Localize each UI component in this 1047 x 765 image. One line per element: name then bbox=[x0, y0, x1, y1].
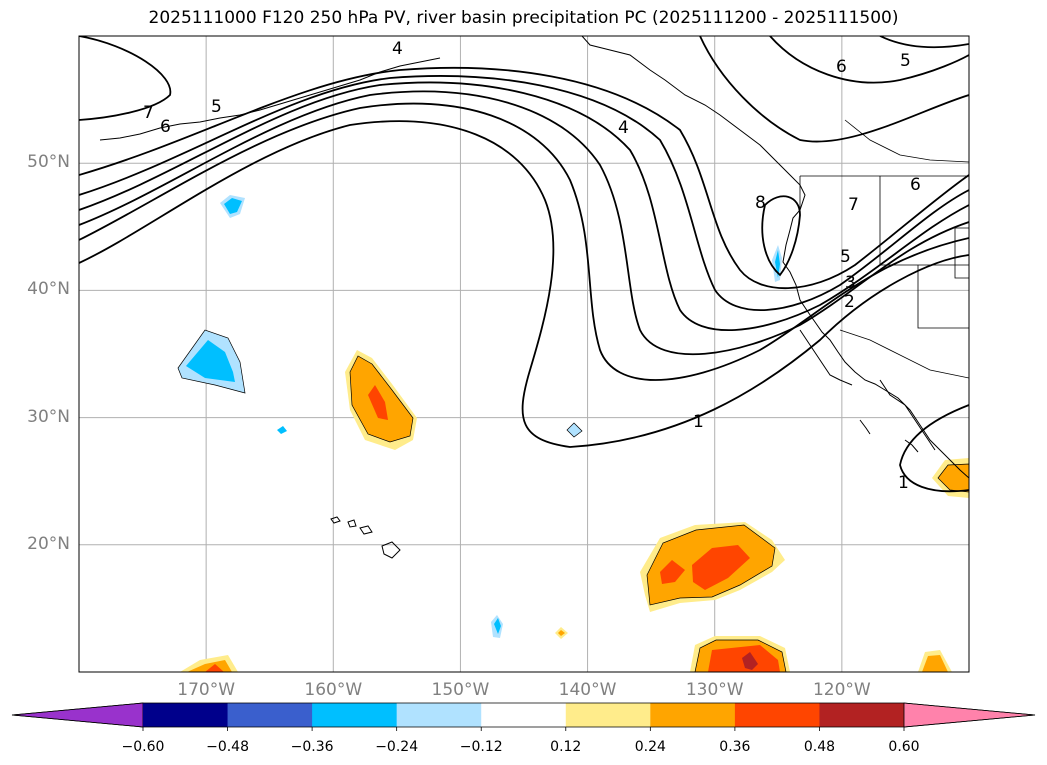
colorbar-tick-label: −0.36 bbox=[290, 739, 334, 755]
contour-label: 6 bbox=[160, 117, 171, 137]
lat-tick-label: 40°N bbox=[27, 279, 70, 300]
contour-label: 7 bbox=[143, 103, 154, 123]
colorbar-tick-label: −0.24 bbox=[375, 739, 419, 755]
contour-label: 3 bbox=[845, 273, 856, 293]
pv-contour bbox=[79, 66, 969, 290]
contour-label: 5 bbox=[900, 51, 911, 71]
colorbar-swatch bbox=[396, 703, 482, 727]
pv-contour bbox=[879, 36, 969, 49]
colorbar-swatch bbox=[565, 703, 651, 727]
colorbar-swatch bbox=[227, 703, 313, 727]
colorbar-swatch bbox=[734, 703, 820, 727]
colorbar-tick-label: 0.24 bbox=[634, 739, 666, 755]
colorbar-swatch bbox=[143, 703, 229, 727]
colorbar-swatch bbox=[650, 703, 736, 727]
colorbar-tick-label: −0.60 bbox=[121, 739, 165, 755]
contour-label: 6 bbox=[910, 175, 921, 195]
colorbar-tick-label: −0.12 bbox=[459, 739, 503, 755]
lat-tick-label: 20°N bbox=[27, 533, 70, 554]
contour-label: 4 bbox=[618, 118, 629, 138]
map-frame bbox=[78, 35, 970, 673]
pv-contour bbox=[79, 120, 969, 448]
lat-tick-label: 30°N bbox=[27, 406, 70, 427]
colorbar-swatch bbox=[819, 703, 905, 727]
pv-contour bbox=[79, 36, 172, 121]
colorbar-tick-label: 0.36 bbox=[719, 739, 751, 755]
colorbar-tick-label: 0.60 bbox=[888, 739, 920, 755]
negative-precip-region bbox=[566, 422, 583, 438]
colorbar-swatch bbox=[481, 703, 567, 727]
contour-label: 4 bbox=[392, 39, 403, 59]
pv-contour bbox=[79, 75, 969, 312]
contour-label: 1 bbox=[898, 473, 909, 493]
coastlines bbox=[99, 36, 969, 559]
lon-tick-label: 150°W bbox=[431, 680, 490, 700]
hawaii-island bbox=[381, 541, 401, 559]
contour-label: 5 bbox=[840, 247, 851, 267]
pv-contours bbox=[79, 36, 969, 493]
contour-label: 5 bbox=[211, 97, 222, 117]
pv-contour bbox=[699, 36, 969, 143]
map-title: 2025111000 F120 250 hPa PV, river basin … bbox=[148, 8, 899, 28]
contour-label: 2 bbox=[844, 292, 855, 312]
pv-contour-labels: 7 6 5 4 4 6 5 1 8 7 6 5 3 2 1 bbox=[143, 39, 921, 493]
pv-contour bbox=[769, 36, 969, 84]
contour-label: 1 bbox=[693, 412, 704, 432]
contour-label: 7 bbox=[848, 195, 859, 215]
lon-tick-label: 120°W bbox=[812, 680, 871, 700]
colorbar-tick-label: −0.48 bbox=[206, 739, 249, 755]
pv-contour bbox=[761, 195, 801, 277]
lon-tick-label: 160°W bbox=[304, 680, 363, 700]
colorbar bbox=[11, 702, 1036, 731]
colorbar-tick-label: 0.12 bbox=[550, 739, 582, 755]
pv-contour bbox=[79, 102, 969, 381]
colorbar-extend-low bbox=[11, 702, 144, 728]
colorbar-swatch bbox=[312, 703, 398, 727]
pv-contour bbox=[899, 404, 969, 493]
pv-contour bbox=[79, 81, 969, 332]
negative-precip-region bbox=[186, 340, 235, 382]
pv-contour bbox=[79, 90, 969, 356]
lat-tick-label: 50°N bbox=[27, 152, 70, 173]
colorbar-extend-high bbox=[903, 702, 1036, 728]
colorbar-tick-label: 0.48 bbox=[803, 739, 836, 755]
lon-tick-label: 140°W bbox=[558, 680, 617, 700]
lon-tick-label: 170°W bbox=[177, 680, 236, 700]
contour-label: 8 bbox=[755, 193, 766, 213]
lon-tick-label: 130°W bbox=[685, 680, 744, 700]
precip-shading bbox=[177, 195, 969, 672]
contour-label: 6 bbox=[836, 57, 847, 77]
